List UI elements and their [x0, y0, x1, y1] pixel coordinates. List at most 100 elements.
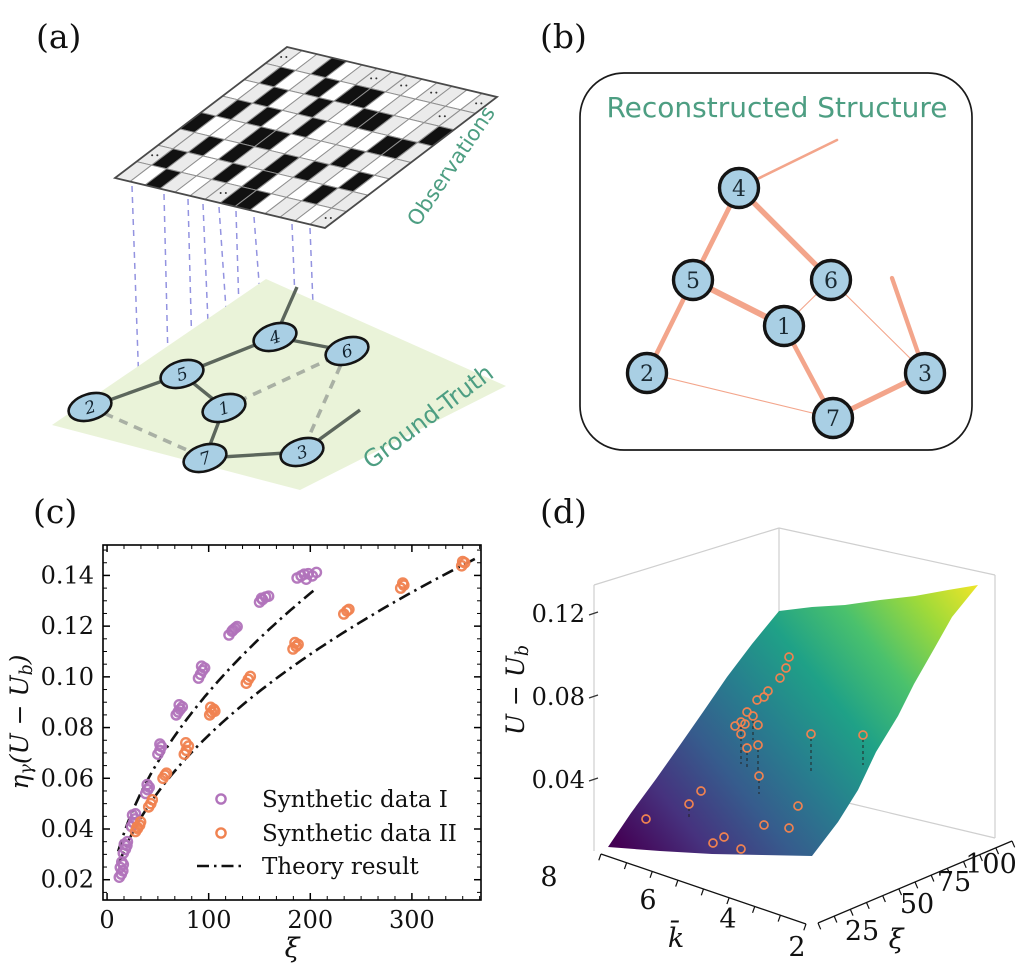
- reconstructed-structure-title: Reconstructed Structure: [606, 91, 947, 124]
- scatter-point: [784, 823, 794, 833]
- kbar-tick: [623, 862, 628, 870]
- legend-label-theory: Theory result: [262, 854, 419, 880]
- dashed-edge: [300, 350, 349, 453]
- legend: Synthetic data I Synthetic data II Theor…: [197, 787, 457, 880]
- y-tick-label: 0.14: [41, 561, 94, 589]
- cell-dot: [224, 192, 227, 195]
- scatter-point: [736, 844, 746, 854]
- xi-tick: [833, 915, 838, 923]
- kbar-tick-label: 4: [719, 904, 736, 935]
- xi-tick-label: 100: [965, 849, 1017, 880]
- node-ellipse: [201, 392, 247, 424]
- x-tick-label: 300: [389, 906, 435, 934]
- scatter-point: [696, 786, 706, 796]
- panel-label-a: (a): [36, 17, 81, 56]
- node-ellipse: [159, 358, 205, 390]
- xi-tick: [930, 874, 935, 882]
- xi-tick: [898, 888, 903, 896]
- cell-dot: [375, 77, 378, 80]
- surface-scatter-points: [641, 652, 868, 854]
- scatter-point: [289, 636, 301, 649]
- scatter-point: [784, 652, 794, 662]
- graph-node: 7: [182, 442, 228, 474]
- node-label: 7: [826, 407, 840, 432]
- viridis-surface: [608, 585, 978, 856]
- z-tick-label: 0.08: [532, 683, 585, 711]
- scatter-point: [775, 673, 785, 683]
- node-circle: [671, 258, 715, 302]
- scatter-point: [129, 808, 142, 820]
- node-label: 3: [918, 362, 932, 387]
- z-tick-label: 0.12: [532, 600, 585, 628]
- pane-edge: [778, 527, 996, 576]
- cell-dot: [475, 102, 478, 105]
- legend-marker-synthetic-1: [215, 793, 227, 805]
- scatter-point: [131, 821, 143, 833]
- cell-dot: [285, 55, 288, 58]
- theory-curve: [116, 587, 318, 852]
- cell-dot: [280, 55, 283, 58]
- panel-label-d: (d): [540, 492, 587, 531]
- scatter-point: [759, 820, 769, 830]
- cell-dot: [219, 192, 222, 195]
- reconstructed-edge: [830, 279, 926, 374]
- node-circle: [762, 304, 806, 348]
- graph-node: 3: [279, 436, 325, 468]
- scatter-point: [781, 663, 791, 673]
- xi-tick: [1011, 840, 1016, 848]
- scatter-point: [742, 743, 752, 753]
- xi-axis-label: ξ: [889, 924, 905, 955]
- y-tick-label: 0.10: [41, 663, 94, 691]
- graph-node: 6: [809, 258, 853, 302]
- graph-node: 1: [201, 392, 247, 424]
- cell-dot: [480, 102, 483, 105]
- surface-plot: [608, 585, 978, 856]
- panel-label-c: (c): [33, 492, 77, 531]
- reconstructed-nodes: 4 5 6 1 2 3 7: [625, 166, 947, 440]
- kbar-tick: [649, 871, 653, 878]
- graph-node: 4: [252, 321, 298, 353]
- node-circle: [625, 351, 669, 395]
- scatter-point: [754, 771, 764, 781]
- y-tick-label: 0.12: [41, 612, 94, 640]
- scatter-point: [641, 814, 651, 824]
- plot-frame: [102, 544, 482, 901]
- scatter-point: [730, 721, 740, 731]
- dashed-arrow: [131, 185, 140, 388]
- xi-tick: [817, 922, 822, 930]
- cell-dot: [324, 217, 327, 220]
- y-tick-label: 0.04: [41, 815, 94, 843]
- xi-tick-label: 50: [900, 889, 934, 920]
- kbar-tick: [803, 923, 807, 931]
- observation-matrix-grid: [112, 46, 500, 229]
- cell-dot: [443, 115, 446, 118]
- scatter-point: [793, 801, 803, 811]
- node-ellipse: [67, 391, 113, 423]
- dashed-arrow: [163, 193, 171, 443]
- scatter-point: [195, 660, 208, 673]
- x-tick-label: 100: [186, 906, 232, 934]
- cell-dot: [329, 217, 332, 220]
- scatter-point: [262, 590, 275, 603]
- graph-node: 4: [717, 166, 761, 210]
- node-label: 5: [686, 269, 700, 294]
- matrix-border: [112, 46, 500, 229]
- scatter-point: [748, 711, 758, 721]
- node-ellipse: [324, 335, 370, 367]
- reconstructed-structure-box: [579, 72, 973, 451]
- y-tick-label: 0.06: [41, 764, 94, 792]
- scatter-series: [113, 555, 471, 884]
- scatter-point: [173, 699, 185, 711]
- cell-dot: [435, 91, 438, 94]
- scatter-point: [806, 729, 816, 739]
- node-label: 2: [81, 397, 98, 420]
- panel-label-b: (b): [540, 17, 587, 56]
- series-2-points: [129, 555, 471, 838]
- graph-node: 6: [324, 335, 370, 367]
- z-axis-label: U − Ub: [501, 645, 533, 735]
- node-ellipse: [279, 436, 325, 468]
- scatter-point: [141, 778, 153, 791]
- dashed-edge: [89, 405, 206, 460]
- z-tick: [588, 611, 599, 616]
